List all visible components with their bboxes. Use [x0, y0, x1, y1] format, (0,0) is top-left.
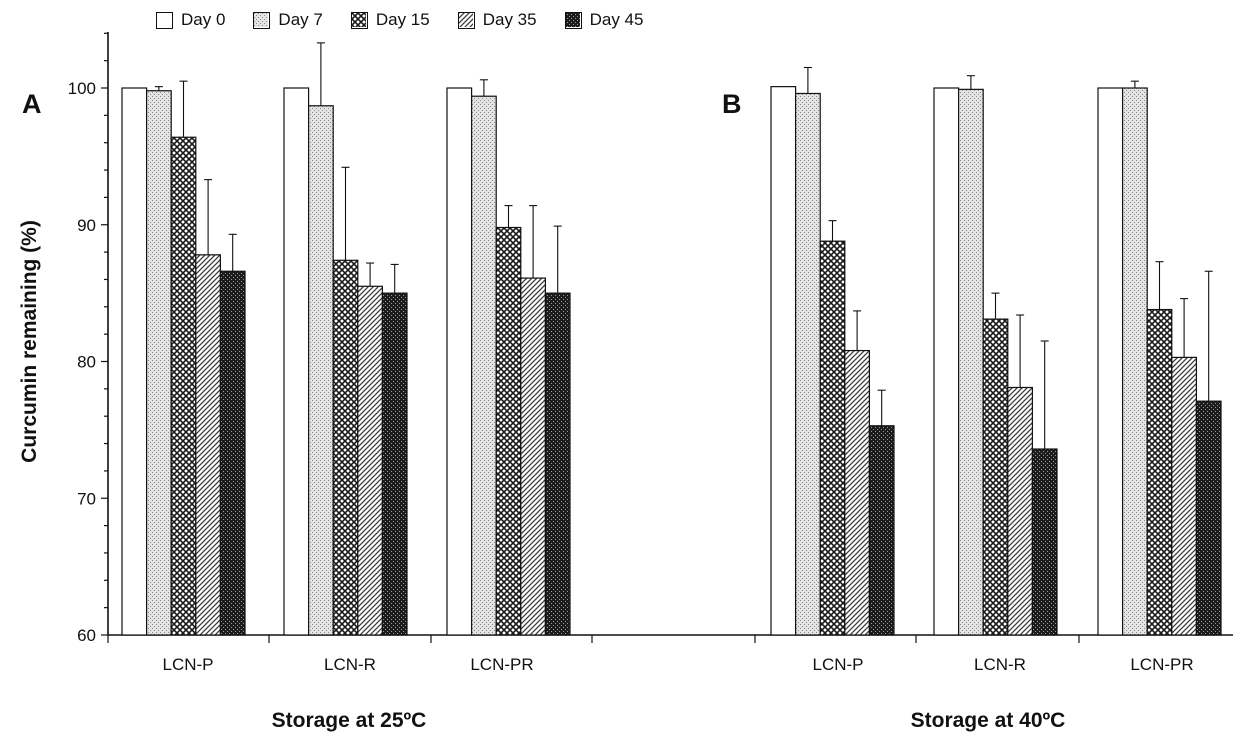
y-tick-label: 60 — [77, 626, 96, 645]
bar-b-lcn-pr-day-7 — [1121, 87, 1148, 636]
legend-label: Day 0 — [181, 10, 226, 29]
panel-xlabel: Storage at 25ºC — [272, 709, 427, 732]
bar-a-lcn-r-day-0 — [283, 87, 310, 636]
bar-a-lcn-pr-day-35 — [520, 277, 546, 636]
chart-legend: Day 0 Day 7 Day 15 Day 35 Day 45 — [156, 10, 643, 30]
bars — [121, 42, 1222, 636]
x-category-label: LCN-P — [812, 655, 863, 674]
axes — [101, 32, 1233, 643]
legend-item-day-7: Day 7 — [253, 10, 323, 30]
bar-a-lcn-p-day-35 — [195, 254, 222, 636]
legend-item-day-35: Day 35 — [457, 10, 537, 30]
bar-b-lcn-p-day-0 — [770, 86, 797, 636]
legend-swatch-day-7 — [253, 11, 271, 29]
bar-a-lcn-pr-day-7 — [471, 95, 497, 636]
legend-swatch-day-35 — [457, 11, 475, 29]
bar-b-lcn-pr-day-15 — [1146, 308, 1173, 636]
legend-item-day-0: Day 0 — [156, 10, 225, 30]
panel-xlabel: Storage at 40ºC — [911, 709, 1066, 732]
y-tick-label: 100 — [68, 79, 96, 98]
bar-a-lcn-p-day-0 — [121, 87, 148, 636]
panel-letter-a: A — [22, 89, 42, 119]
bar-a-lcn-p-day-45 — [219, 270, 246, 636]
x-category-label: LCN-R — [974, 655, 1026, 674]
y-tick-label: 90 — [77, 216, 96, 235]
bar-b-lcn-p-day-45 — [868, 425, 895, 636]
bar-a-lcn-r-day-35 — [357, 285, 383, 636]
legend-swatch-day-45 — [564, 11, 582, 29]
bar-a-lcn-r-day-15 — [332, 259, 359, 636]
bar-a-lcn-r-day-45 — [381, 292, 408, 636]
bar-b-lcn-pr-day-45 — [1195, 400, 1222, 636]
bar-b-lcn-p-day-7 — [794, 92, 821, 636]
labels: 60 70 80 90 100 Curcumin remaining (%) A Storag… — [18, 79, 1194, 732]
bar-b-lcn-pr-day-0 — [1097, 87, 1124, 636]
legend-item-day-45: Day 45 — [564, 10, 644, 30]
y-tick-label: 80 — [77, 353, 96, 372]
bar-b-lcn-r-day-0 — [933, 87, 960, 636]
legend-label: Day 35 — [482, 10, 537, 29]
legend-swatch-day-0 — [156, 11, 173, 29]
bar-b-lcn-r-day-35 — [1007, 386, 1033, 636]
y-tick-label: 70 — [77, 489, 96, 508]
legend-swatch-day-15 — [350, 11, 368, 29]
bar-a-lcn-pr-day-45 — [544, 292, 571, 636]
panel-letter-b: B — [722, 89, 742, 119]
legend-item-day-15: Day 15 — [350, 10, 430, 30]
bar-b-lcn-p-day-15 — [819, 240, 846, 636]
bar-b-lcn-r-day-15 — [982, 318, 1009, 636]
legend-label: Day 45 — [589, 10, 644, 29]
bar-b-lcn-pr-day-35 — [1171, 356, 1198, 636]
bar-b-lcn-r-day-7 — [957, 88, 984, 636]
x-category-label: LCN-P — [162, 655, 213, 674]
legend-label: Day 7 — [278, 10, 323, 29]
bar-a-lcn-pr-day-0 — [446, 87, 473, 636]
legend-label: Day 15 — [375, 10, 430, 29]
bar-b-lcn-r-day-45 — [1031, 448, 1058, 636]
bar-a-lcn-pr-day-15 — [495, 226, 522, 636]
x-category-label: LCN-PR — [1130, 655, 1193, 674]
bar-b-lcn-p-day-35 — [844, 349, 870, 636]
bar-a-lcn-r-day-7 — [308, 105, 334, 636]
x-category-label: LCN-PR — [470, 655, 533, 674]
bar-a-lcn-p-day-7 — [146, 90, 172, 636]
y-axis-label: Curcumin remaining (%) — [18, 220, 41, 463]
bar-a-lcn-p-day-15 — [170, 136, 197, 636]
x-category-label: LCN-R — [324, 655, 376, 674]
